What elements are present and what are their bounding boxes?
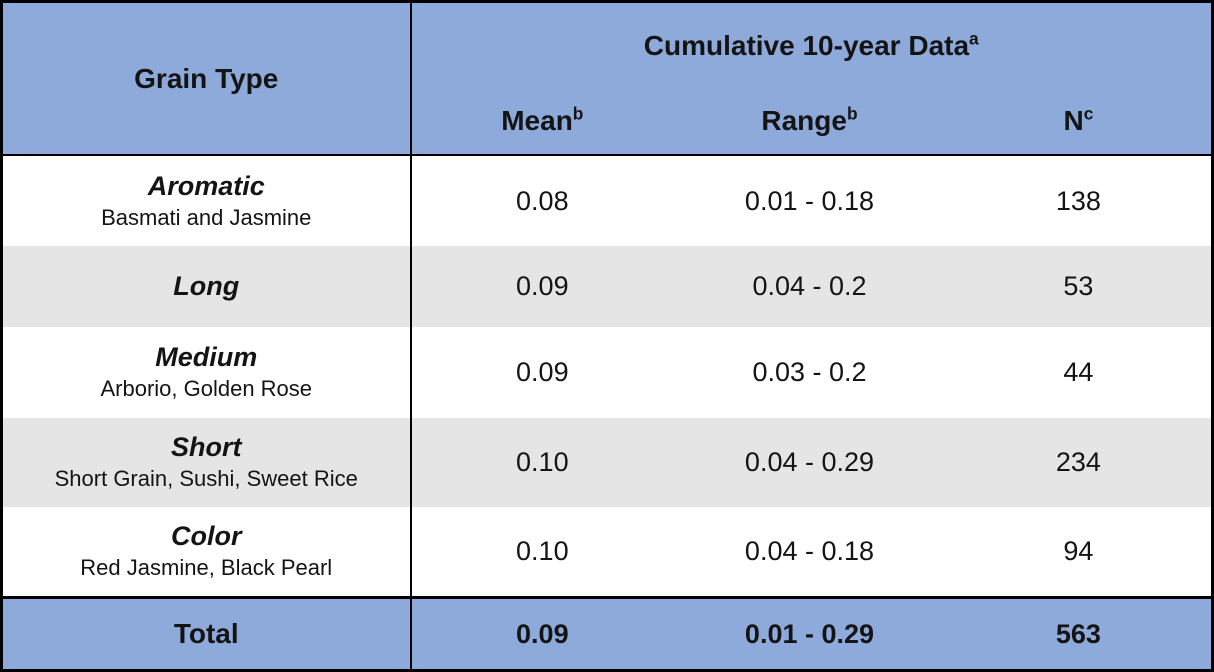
- total-n-cell: 563: [945, 596, 1213, 671]
- mean-cell: 0.10: [410, 506, 674, 598]
- grain-name: Long: [173, 270, 240, 301]
- cumulative-data-label: Cumulative 10-year Data: [643, 29, 970, 61]
- mean-cell: 0.10: [410, 417, 674, 507]
- footnote-b: b: [572, 103, 584, 124]
- grain-name: Color: [171, 521, 242, 552]
- range-cell: 0.04 - 0.2: [673, 246, 946, 327]
- table-row-medium: Medium Arborio, Golden Rose 0.09 0.03 - …: [1, 326, 1213, 418]
- mean-column-header: Meanb: [410, 88, 674, 157]
- n-header-label: N: [1063, 105, 1084, 137]
- grain-varieties: Short Grain, Sushi, Sweet Rice: [54, 466, 358, 492]
- footnote-c: c: [1083, 103, 1094, 124]
- grain-name: Medium: [155, 342, 258, 373]
- total-range-cell: 0.01 - 0.29: [673, 596, 946, 671]
- n-column-header: Nc: [945, 88, 1213, 157]
- grain-varieties: Arborio, Golden Rose: [100, 376, 313, 402]
- grain-type-header-label: Grain Type: [134, 62, 279, 94]
- n-cell: 94: [945, 506, 1213, 598]
- n-cell: 234: [945, 417, 1213, 507]
- footnote-a: a: [969, 28, 979, 49]
- range-cell: 0.04 - 0.29: [673, 417, 946, 507]
- grain-type-header: Grain Type: [1, 1, 412, 157]
- table-row-color: Color Red Jasmine, Black Pearl 0.10 0.04…: [1, 506, 1213, 598]
- range-cell: 0.01 - 0.18: [673, 155, 946, 247]
- grain-type-cell: Medium Arborio, Golden Rose: [1, 326, 412, 418]
- grain-type-cell: Color Red Jasmine, Black Pearl: [1, 506, 412, 598]
- grain-type-cell: Aromatic Basmati and Jasmine: [1, 155, 412, 247]
- footnote-b: b: [846, 103, 858, 124]
- total-mean-cell: 0.09: [410, 596, 674, 671]
- n-cell: 44: [945, 326, 1213, 418]
- grain-varieties: Basmati and Jasmine: [101, 204, 312, 230]
- grain-type-cell: Short Short Grain, Sushi, Sweet Rice: [1, 417, 412, 507]
- n-cell: 53: [945, 246, 1213, 327]
- grain-varieties: Red Jasmine, Black Pearl: [80, 555, 333, 581]
- mean-cell: 0.09: [410, 246, 674, 327]
- range-cell: 0.03 - 0.2: [673, 326, 946, 418]
- range-column-header: Rangeb: [673, 88, 946, 157]
- n-cell: 138: [945, 155, 1213, 247]
- cumulative-data-header: Cumulative 10-year Dataa: [410, 1, 1213, 89]
- table-row-total: Total 0.09 0.01 - 0.29 563: [1, 596, 1213, 671]
- grain-name: Aromatic: [147, 170, 265, 201]
- table-row-aromatic: Aromatic Basmati and Jasmine 0.08 0.01 -…: [1, 155, 1213, 247]
- mean-cell: 0.08: [410, 155, 674, 247]
- total-label-cell: Total: [1, 596, 412, 671]
- table-row-long: Long 0.09 0.04 - 0.2 53: [1, 246, 1213, 327]
- grain-type-cell: Long: [1, 246, 412, 327]
- mean-header-label: Mean: [501, 105, 573, 137]
- table-row-short: Short Short Grain, Sushi, Sweet Rice 0.1…: [1, 417, 1213, 507]
- mean-cell: 0.09: [410, 326, 674, 418]
- grain-name: Short: [171, 432, 242, 463]
- range-header-label: Range: [761, 105, 847, 137]
- range-cell: 0.04 - 0.18: [673, 506, 946, 598]
